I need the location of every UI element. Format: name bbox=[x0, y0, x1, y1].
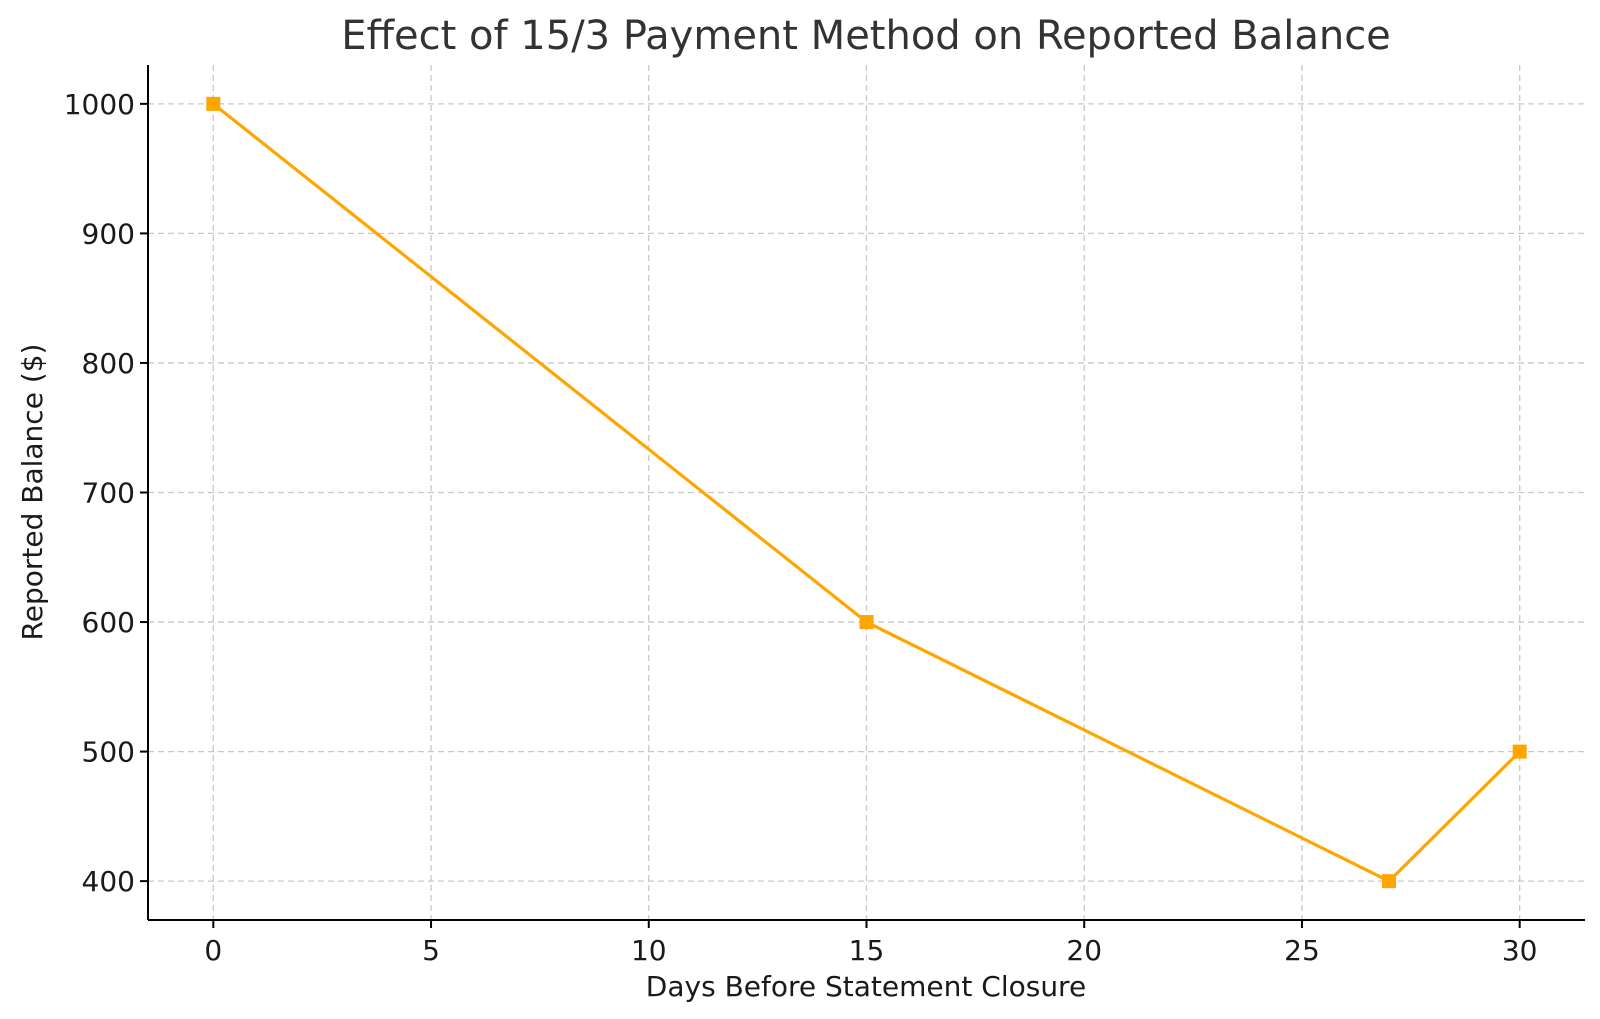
data-point-marker bbox=[859, 615, 874, 630]
data-series bbox=[206, 96, 1527, 889]
y-tick-label: 800 bbox=[82, 347, 135, 380]
x-tick-label: 0 bbox=[204, 934, 222, 967]
data-point-marker bbox=[1512, 744, 1527, 759]
y-tick-label: 600 bbox=[82, 606, 135, 639]
x-tick-label: 20 bbox=[1066, 934, 1102, 967]
chart-title: Effect of 15/3 Payment Method on Reporte… bbox=[341, 13, 1391, 59]
y-tick-label: 400 bbox=[82, 865, 135, 898]
x-tick-labels: 0 5 10 15 20 25 30 bbox=[204, 920, 1538, 967]
series-line bbox=[212, 102, 1521, 883]
data-point-marker bbox=[206, 96, 221, 111]
x-axis-label: Days Before Statement Closure bbox=[646, 970, 1086, 1003]
y-tick-labels: 400 500 600 700 800 900 1000 bbox=[64, 88, 148, 898]
grid-lines bbox=[148, 65, 1585, 920]
x-tick-label: 25 bbox=[1284, 934, 1320, 967]
x-tick-label: 30 bbox=[1502, 934, 1538, 967]
x-tick-label: 5 bbox=[422, 934, 440, 967]
x-tick-label: 10 bbox=[631, 934, 667, 967]
data-point-marker bbox=[1382, 874, 1397, 889]
y-tick-label: 500 bbox=[82, 736, 135, 769]
y-tick-label: 700 bbox=[82, 477, 135, 510]
y-tick-label: 900 bbox=[82, 217, 135, 250]
y-tick-label: 1000 bbox=[64, 88, 135, 121]
y-axis-label: Reported Balance ($) bbox=[16, 344, 49, 641]
x-tick-label: 15 bbox=[849, 934, 885, 967]
